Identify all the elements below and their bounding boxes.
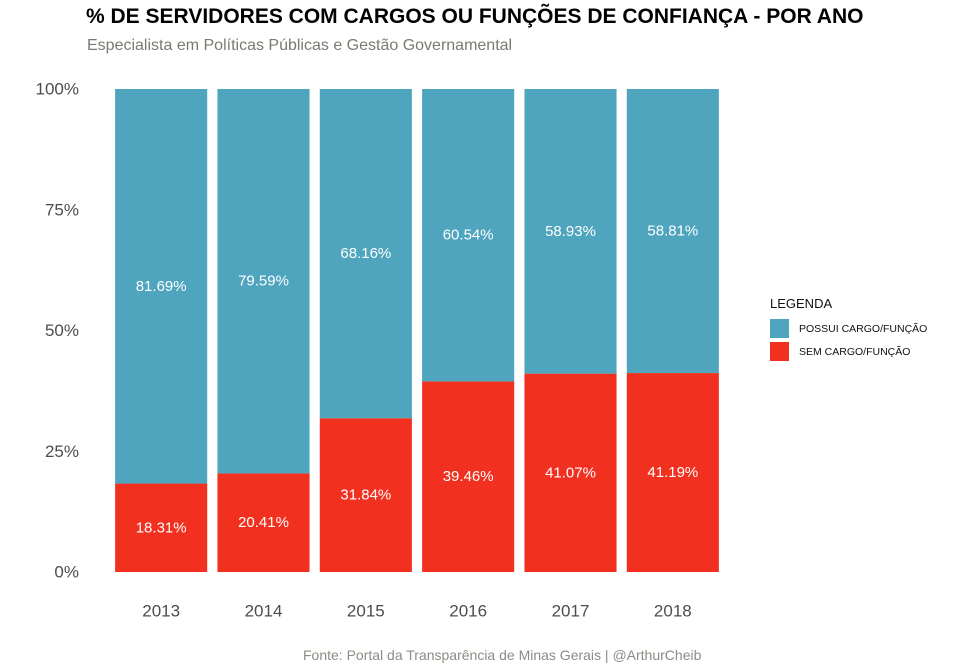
legend-swatch-possui [770, 319, 789, 338]
x-tick-label: 2018 [654, 602, 692, 621]
data-label: 31.84% [340, 487, 391, 504]
legend: LEGENDA POSSUI CARGO/FUNÇÃO SEM CARGO/FU… [770, 296, 927, 363]
y-tick-label: 0% [54, 563, 79, 582]
data-label: 68.16% [340, 245, 391, 262]
x-tick-label: 2017 [552, 602, 590, 621]
source-caption: Fonte: Portal da Transparência de Minas … [303, 647, 702, 663]
legend-label-possui: POSSUI CARGO/FUNÇÃO [799, 322, 928, 335]
bar-2014-possui [217, 89, 310, 474]
bar-2013-possui [115, 89, 208, 484]
data-label: 81.69% [136, 278, 187, 295]
data-label: 60.54% [443, 227, 494, 244]
data-label: 20.41% [238, 514, 289, 531]
data-label: 79.59% [238, 273, 289, 290]
bar-2016-sem [422, 381, 515, 572]
legend-label-sem: SEM CARGO/FUNÇÃO [799, 345, 911, 358]
y-tick-label: 25% [45, 442, 79, 461]
chart-subtitle: Especialista em Políticas Públicas e Ges… [87, 37, 513, 54]
data-label: 41.07% [545, 464, 596, 481]
legend-item-sem: SEM CARGO/FUNÇÃO [770, 340, 927, 363]
bar-2013-sem [115, 483, 208, 572]
x-tick-label: 2016 [449, 602, 487, 621]
legend-item-possui: POSSUI CARGO/FUNÇÃO [770, 317, 927, 340]
legend-title: LEGENDA [770, 296, 833, 311]
x-tick-label: 2013 [142, 602, 180, 621]
x-tick-label: 2015 [347, 602, 385, 621]
y-tick-label: 100% [36, 80, 79, 99]
data-label: 39.46% [443, 468, 494, 485]
y-tick-label: 75% [45, 200, 79, 219]
bar-2017-sem [524, 373, 617, 572]
data-label: 18.31% [136, 519, 187, 536]
bar-2016-possui [422, 89, 515, 382]
legend-swatch-sem [770, 342, 789, 361]
bar-2018-sem [626, 373, 719, 572]
bar-2015-possui [319, 89, 412, 419]
y-tick-label: 50% [45, 321, 79, 340]
data-label: 58.81% [647, 223, 698, 240]
data-label: 41.19% [647, 464, 698, 481]
bar-2018-possui [626, 89, 719, 374]
bar-2014-sem [217, 473, 310, 572]
x-tick-label: 2014 [245, 602, 283, 621]
bar-2015-sem [319, 418, 412, 572]
chart-title: % DE SERVIDORES COM CARGOS OU FUNÇÕES DE… [86, 5, 864, 28]
data-label: 58.93% [545, 223, 596, 240]
bar-2017-possui [524, 89, 617, 374]
